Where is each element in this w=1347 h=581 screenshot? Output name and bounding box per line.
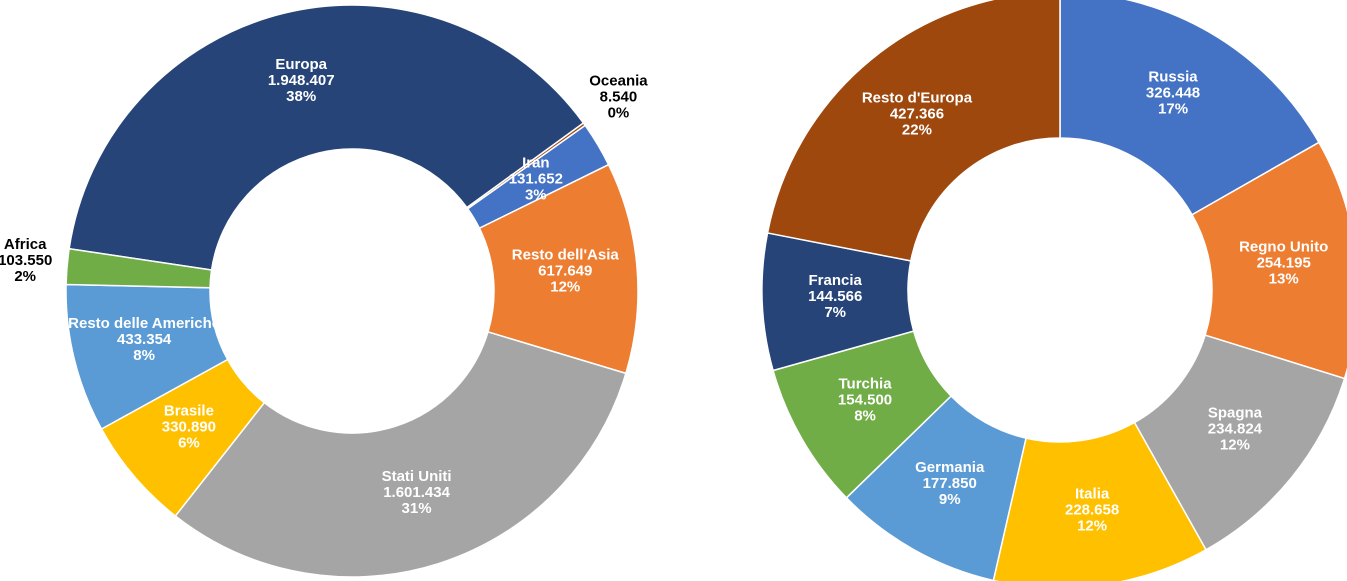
data-label: Brasile 330.890 6% [162,403,216,452]
data-label: Iran 131.652 3% [509,154,563,203]
value-label: 8.540 [600,89,638,106]
percent-label: 12% [1077,518,1107,535]
value-label: 154.500 [838,391,892,408]
category: Francia [809,272,863,289]
percent-label: 12% [550,278,580,295]
percent-label: 8% [854,407,876,424]
value-label: 427.366 [890,105,944,122]
category: Spagna [1208,405,1263,422]
data-label: Europa 1.948.407 38% [268,56,335,105]
category: Italia [1075,486,1110,503]
category: Iran [522,154,550,171]
category: Brasile [164,403,214,420]
value-label: 228.658 [1065,502,1119,519]
percent-label: 17% [1158,100,1188,117]
category: Resto d'Europa [862,89,973,106]
value-label: 177.850 [923,475,977,492]
category: Resto delle Americhe [68,315,220,332]
percent-label: 3% [525,186,547,203]
category: Russia [1148,68,1198,85]
donut-slice [65,247,213,289]
data-label: Italia 228.658 12% [1065,486,1119,535]
percent-label: 6% [178,435,200,452]
data-label: Africa 103.550 2% [0,236,52,285]
percent-label: 7% [824,304,846,321]
value-label: 433.354 [117,331,172,348]
percent-label: 12% [1220,437,1250,454]
percent-label: 13% [1269,271,1299,288]
value-label: 617.649 [538,262,592,279]
percent-label: 2% [14,268,36,285]
category: Resto dell'Asia [512,246,620,263]
percent-label: 9% [939,491,961,508]
value-label: 144.566 [808,288,862,305]
percent-label: 31% [402,500,432,517]
category: Germania [915,459,985,476]
category: Turchia [839,375,893,392]
donut-chart: Russia 326.448 17% Regno Unito 254.195 13% Spa… [761,0,1347,581]
data-label: Turchia 154.500 8% [838,375,892,424]
category: Stati Uniti [382,468,452,485]
data-label: Regno Unito 254.195 13% [1239,239,1328,288]
data-label: Russia 326.448 17% [1146,68,1200,117]
percent-label: 22% [902,121,932,138]
value-label: 1.601.434 [383,484,450,501]
donut-slice [68,4,585,271]
percent-label: 8% [133,347,155,364]
data-label: Spagna 234.824 12% [1208,405,1263,454]
donut-slice [766,0,1061,262]
category: Europa [275,56,327,73]
data-label: Germania 177.850 9% [915,459,985,508]
data-label: Resto d'Europa 427.366 22% [862,89,973,138]
donut-chart: Europa 1.948.407 38% Oceania 8.540 0% Iran 131.… [0,4,648,578]
data-label: Francia 144.566 7% [808,272,862,321]
percent-label: 38% [286,88,316,105]
value-label: 254.195 [1257,255,1311,272]
donut-slice [174,330,627,578]
data-label: Stati Uniti 1.601.434 31% [382,468,452,517]
donut-slice [992,421,1207,581]
data-label: Resto delle Americhe 433.354 8% [68,315,220,364]
value-label: 326.448 [1146,84,1200,101]
donut-slice [478,163,639,375]
category: Regno Unito [1239,239,1328,256]
value-label: 103.550 [0,252,52,269]
value-label: 234.824 [1208,421,1263,438]
data-label: Oceania 8.540 0% [589,73,648,122]
donut-slice [1059,0,1320,216]
percent-label: 0% [608,105,630,122]
value-label: 1.948.407 [268,72,335,89]
category: Africa [4,236,47,253]
category: Oceania [589,73,648,90]
data-label: Resto dell'Asia 617.649 12% [512,246,620,295]
value-label: 131.652 [509,170,563,187]
value-label: 330.890 [162,419,216,436]
